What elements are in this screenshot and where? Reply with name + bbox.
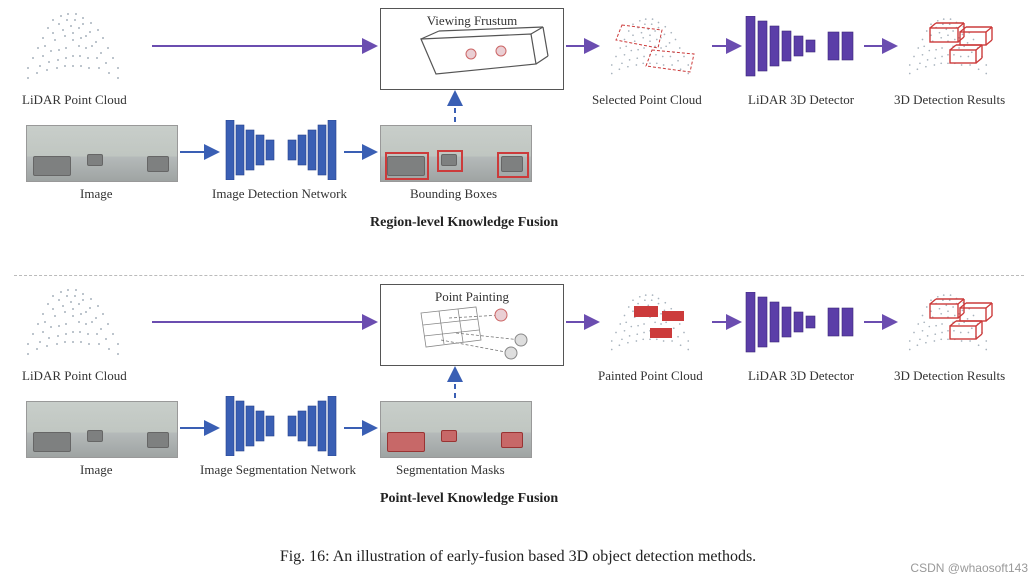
image-label-b: Image	[80, 462, 112, 478]
image-net-label: Image Detection Network	[212, 186, 347, 202]
selected-point-cloud	[602, 10, 712, 85]
lidar-in-label-b: LiDAR Point Cloud	[22, 368, 127, 384]
image-detection-network	[222, 120, 342, 180]
lidar-point-cloud-b	[18, 286, 148, 361]
lidar-point-cloud	[18, 10, 148, 85]
seg-masks-label: Segmentation Masks	[396, 462, 505, 478]
point-painting-box: Point Painting	[380, 284, 564, 366]
bot-title: Point-level Knowledge Fusion	[380, 491, 558, 507]
bounding-boxes-label: Bounding Boxes	[410, 186, 497, 202]
detector-label: LiDAR 3D Detector	[748, 92, 854, 108]
lidar-3d-detector-b	[742, 292, 862, 354]
fig-number: Fig. 16	[280, 548, 325, 565]
selected-pc-label: Selected Point Cloud	[592, 92, 702, 108]
watermark: CSDN @whaosoft143	[910, 561, 1028, 575]
seg-net-label: Image Segmentation Network	[200, 462, 356, 478]
results-label-b: 3D Detection Results	[894, 368, 1005, 384]
input-image-b	[26, 401, 178, 458]
lidar-in-label: LiDAR Point Cloud	[22, 92, 127, 108]
figure-caption: Fig. 16: An illustration of early-fusion…	[0, 548, 1036, 566]
detector-label-b: LiDAR 3D Detector	[748, 368, 854, 384]
top-title: Region-level Knowledge Fusion	[370, 215, 558, 231]
painted-pc-label: Painted Point Cloud	[598, 368, 703, 384]
bounding-boxes-image	[380, 125, 532, 182]
viewing-frustum-box: Viewing Frustum	[380, 8, 564, 90]
region-level-section: LiDAR Point Cloud Image Image Detection …	[0, 0, 1036, 275]
lidar-3d-detector	[742, 16, 862, 78]
painted-point-cloud	[602, 286, 712, 361]
image-segmentation-network	[222, 396, 342, 456]
segmentation-masks-image	[380, 401, 532, 458]
input-image	[26, 125, 178, 182]
detection-results-b	[900, 286, 1010, 361]
results-label: 3D Detection Results	[894, 92, 1005, 108]
fig-caption-text: An illustration of early-fusion based 3D…	[333, 548, 756, 565]
point-level-section: LiDAR Point Cloud Image Image Segmentati…	[0, 276, 1036, 546]
detection-results	[900, 10, 1010, 85]
image-label: Image	[80, 186, 112, 202]
